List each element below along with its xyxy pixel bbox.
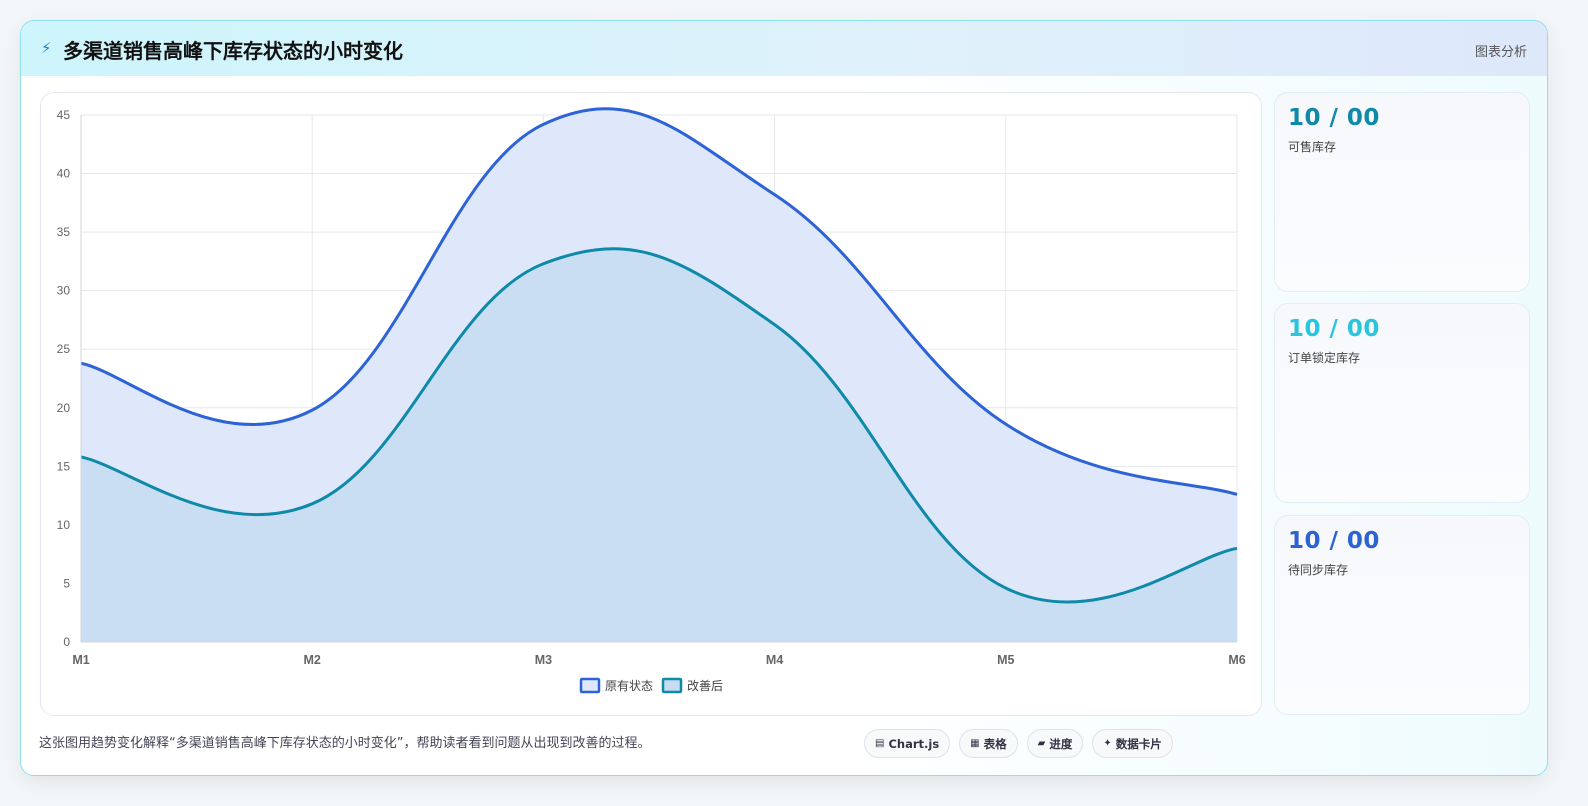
chip-label: 数据卡片 <box>1115 736 1162 751</box>
y-tick-label: 5 <box>63 576 70 590</box>
x-tick-label: M6 <box>1228 653 1245 667</box>
y-tick-label: 15 <box>57 459 71 473</box>
page-title: 多渠道销售高峰下库存状态的小时变化 <box>63 39 403 63</box>
sparkle-icon: ✦ <box>1103 738 1112 749</box>
y-tick-label: 40 <box>57 167 71 181</box>
chart-card: ⚡ 多渠道销售高峰下库存状态的小时变化 图表分析 0 5 10 15 20 25 30 35 4… <box>20 20 1548 776</box>
y-tick-label: 45 <box>57 108 71 122</box>
chart-icon: ▤ <box>875 738 885 749</box>
stat-card-pending-sync: 10 / 00 待同步库存 <box>1274 515 1530 715</box>
stat-label: 订单锁定库存 <box>1288 351 1361 365</box>
chip-chartjs[interactable]: ▤ Chart.js <box>864 729 951 758</box>
card-header: ⚡ 多渠道销售高峰下库存状态的小时变化 图表分析 <box>21 21 1547 76</box>
tag-chips: ▤ Chart.js ▦ 表格 ▰ 进度 ✦ 数据卡片 <box>864 729 1173 758</box>
legend-swatch <box>661 677 683 694</box>
stat-value: 10 / 00 <box>1288 316 1380 342</box>
chip-label: Chart.js <box>888 736 940 751</box>
stat-label: 可售库存 <box>1288 140 1337 154</box>
stat-card-available: 10 / 00 可售库存 <box>1274 92 1530 292</box>
table-icon: ▦ <box>970 738 980 749</box>
y-tick-label: 10 <box>57 518 71 532</box>
chip-data-card[interactable]: ✦ 数据卡片 <box>1092 729 1173 758</box>
y-tick-label: 20 <box>57 401 71 415</box>
chip-progress[interactable]: ▰ 进度 <box>1026 729 1084 758</box>
x-tick-label: M4 <box>766 653 783 667</box>
x-tick-label: M2 <box>304 653 321 667</box>
y-tick-label: 25 <box>57 342 71 356</box>
chip-table[interactable]: ▦ 表格 <box>959 729 1018 758</box>
chart-description: 这张图用趋势变化解释“多渠道销售高峰下库存状态的小时变化”，帮助读者看到问题从出… <box>39 736 651 751</box>
y-tick-label: 0 <box>63 635 70 649</box>
chip-label: 表格 <box>983 736 1007 751</box>
legend-swatch <box>579 677 601 694</box>
stat-label: 待同步库存 <box>1288 563 1349 577</box>
y-tick-label: 35 <box>57 225 71 239</box>
legend-label: 改善后 <box>687 678 723 693</box>
x-tick-label: M1 <box>72 653 89 667</box>
x-tick-label: M5 <box>997 653 1014 667</box>
y-tick-label: 30 <box>57 284 71 298</box>
series-improved-line <box>80 247 1238 604</box>
x-tick-label: M3 <box>535 653 552 667</box>
lightning-icon: ⚡ <box>41 39 52 57</box>
chart-panel: 0 5 10 15 20 25 30 35 40 45 M1 M2 M3 M4 M5 M6 原有状态 改善后 <box>40 92 1262 716</box>
legend-label: 原有状态 <box>605 679 653 693</box>
series-original-line <box>80 107 1238 496</box>
stat-value: 10 / 00 <box>1288 528 1380 554</box>
chip-label: 进度 <box>1049 736 1073 751</box>
area-chart: 0 5 10 15 20 25 30 35 40 45 M1 M2 M3 M4 M5 M6 原有状态 改善后 <box>57 107 1246 694</box>
progress-icon: ▰ <box>1037 738 1046 749</box>
stat-value: 10 / 00 <box>1288 105 1380 131</box>
header-tag: 图表分析 <box>1474 45 1527 60</box>
stat-card-locked: 10 / 00 订单锁定库存 <box>1274 303 1530 503</box>
